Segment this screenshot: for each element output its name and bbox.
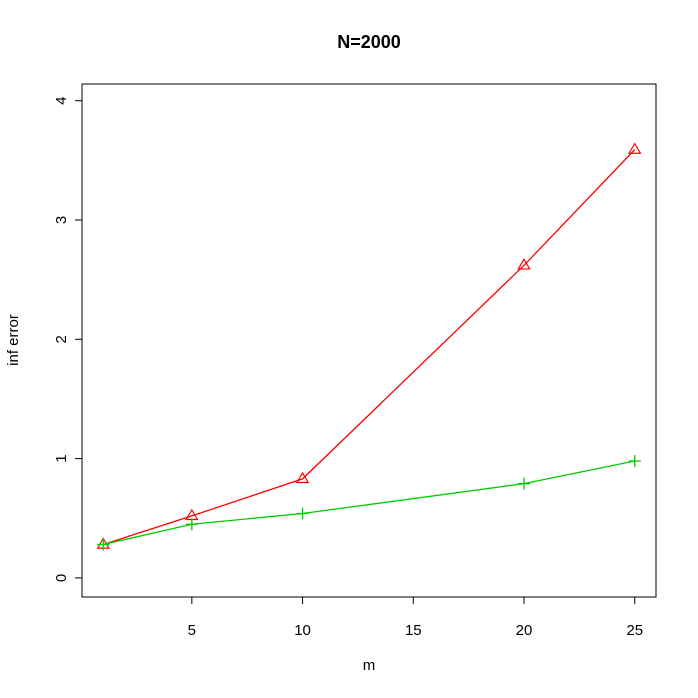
- x-tick-label: 20: [516, 622, 533, 639]
- x-tick-label: 10: [294, 622, 311, 639]
- y-tick-label: 0: [53, 574, 70, 582]
- series-line: [103, 149, 636, 546]
- y-tick-label: 4: [53, 97, 70, 105]
- y-axis-label: inf error: [5, 314, 22, 366]
- x-axis-label: m: [363, 657, 376, 674]
- series-line: [103, 460, 635, 546]
- point-marker: [627, 142, 642, 154]
- point-marker: [517, 258, 531, 270]
- y-tick-label: 1: [53, 454, 70, 462]
- point-marker: [185, 518, 198, 531]
- plot-box: [81, 83, 657, 598]
- x-tick-label: 25: [626, 622, 643, 639]
- y-tick-label: 2: [53, 335, 70, 343]
- point-marker: [296, 507, 309, 520]
- point-marker: [628, 454, 641, 467]
- y-tick-label: 3: [53, 216, 70, 224]
- x-tick-label: 5: [188, 622, 196, 639]
- x-tick-label: 15: [405, 622, 422, 639]
- point-marker: [295, 471, 310, 484]
- point-marker: [518, 477, 531, 490]
- point-marker: [97, 538, 110, 551]
- chart-title: N=2000: [337, 32, 401, 52]
